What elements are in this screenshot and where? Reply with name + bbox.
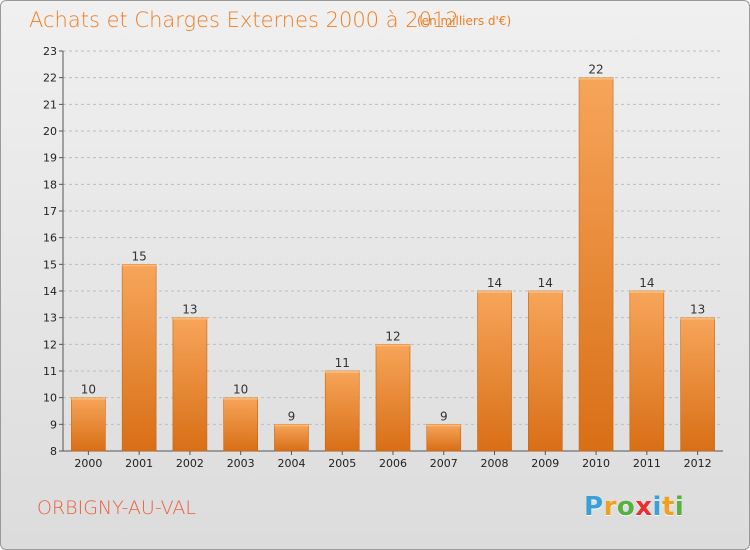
bar-2008 [477,290,512,452]
bar-highlight [376,344,410,347]
bar-2011 [629,290,665,452]
y-tick-label: 19 [43,152,57,165]
y-tick-label: 21 [43,98,57,111]
x-tick-label: 2008 [481,457,509,470]
y-tick-label: 9 [50,418,57,431]
bar-2003 [223,397,258,452]
bar-highlight [579,77,614,80]
logo-letter: i [652,492,662,522]
y-tick-label: 18 [43,178,57,191]
bar-2010 [578,77,614,452]
bar-2002 [172,317,208,452]
x-tick-label: 2007 [430,457,458,470]
bar-2009 [528,290,563,452]
value-label: 14 [538,276,553,290]
value-label: 10 [233,383,248,397]
x-tick-label: 2009 [531,457,559,470]
y-tick-label: 23 [43,45,57,58]
y-tick-label: 17 [43,205,57,218]
y-tick-label: 12 [43,338,57,351]
value-label: 13 [690,303,705,317]
chart-subtitle: (en milliers d'€) [417,14,512,28]
bar-highlight [477,291,512,293]
y-tick-label: 15 [43,258,57,271]
value-label: 14 [639,276,654,290]
x-tick-label: 2001 [125,457,153,470]
bar-highlight [528,291,563,293]
value-label: 12 [385,329,400,343]
logo-letter: x [635,492,653,522]
x-tick-label: 2011 [633,457,661,470]
value-label: 22 [588,63,603,77]
bar-2004 [274,424,309,452]
bar-2005 [324,370,360,452]
proxiti-logo[interactable]: Proxiti [584,492,684,522]
bar-2000 [71,397,106,452]
x-tick-label: 2003 [227,457,255,470]
x-tick-label: 2002 [176,457,204,470]
x-tick-label: 2012 [684,457,712,470]
y-tick-label: 22 [43,72,57,85]
logo-letter: i [674,492,685,522]
bar-2012 [680,317,715,452]
x-tick-label: 2010 [582,457,610,470]
bar-highlight [223,397,258,400]
x-tick-label: 2004 [277,457,305,470]
x-tick-label: 2006 [379,457,407,470]
chart-title: Achats et Charges Externes 2000 à 2012 [29,8,459,32]
bar-highlight [71,397,106,400]
y-tick-label: 20 [43,125,57,138]
bar-highlight [122,264,157,267]
value-label: 13 [182,303,197,317]
bar-highlight [325,371,360,373]
x-tick-label: 2000 [74,457,102,470]
value-label: 15 [132,249,147,263]
y-tick-label: 14 [43,285,57,298]
y-tick-label: 16 [43,232,57,245]
logo-letter: t [661,492,675,522]
value-label: 10 [81,383,96,397]
y-tick-label: 11 [43,365,57,378]
logo-letter: P [584,492,604,522]
y-tick-label: 10 [43,392,57,405]
bar-2001 [121,264,157,452]
bar-2007 [426,424,462,452]
value-label: 9 [440,409,448,423]
bar-highlight [629,291,664,293]
value-label: 14 [487,276,502,290]
y-tick-label: 13 [43,312,57,325]
bar-2006 [375,344,411,452]
bar-highlight [680,317,715,320]
bar-highlight [426,424,461,427]
value-label: 11 [335,356,350,370]
x-tick-label: 2005 [328,457,356,470]
logo-letter: r [603,492,617,522]
y-tick-label: 8 [50,445,57,458]
logo-letter: o [616,492,636,522]
commune-name: ORBIGNY-AU-VAL [37,497,196,519]
bar-highlight [172,317,207,320]
bar-highlight [274,424,309,427]
value-label: 9 [288,409,296,423]
